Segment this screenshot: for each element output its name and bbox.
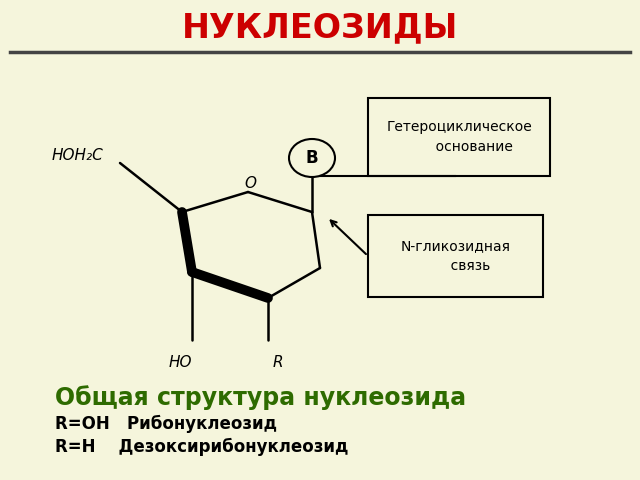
Text: HOH₂C: HOH₂C (51, 147, 103, 163)
Text: НУКЛЕОЗИДЫ: НУКЛЕОЗИДЫ (182, 12, 458, 45)
Text: R=H    Дезоксирибонуклеозид: R=H Дезоксирибонуклеозид (55, 438, 348, 456)
Bar (368, 215, 543, 297)
Text: B: B (306, 149, 318, 167)
Text: Гетероциклическое
       основание: Гетероциклическое основание (386, 120, 532, 154)
Ellipse shape (289, 139, 335, 177)
Text: R: R (273, 355, 284, 370)
Text: N-гликозидная
       связь: N-гликозидная связь (401, 239, 511, 273)
Text: R=OH   Рибонуклеозид: R=OH Рибонуклеозид (55, 415, 277, 433)
Text: Общая структура нуклеозида: Общая структура нуклеозида (55, 385, 466, 410)
Text: O: O (244, 176, 256, 191)
Text: HO: HO (168, 355, 192, 370)
Bar (368, 98, 550, 176)
